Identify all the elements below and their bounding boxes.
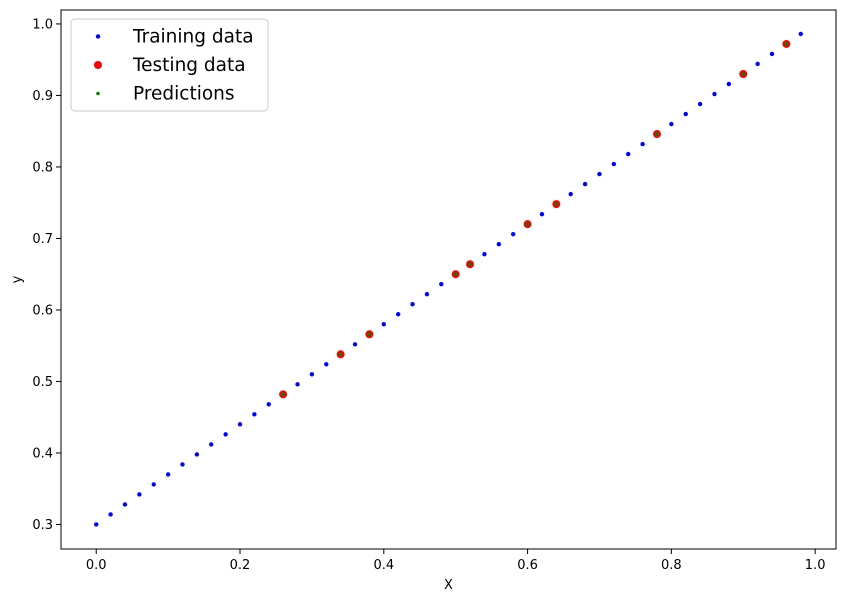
x-tick-label: 0.4 [373, 558, 394, 573]
training-data-point [395, 312, 401, 317]
y-tick-label: 0.9 [32, 89, 53, 104]
predictions-point [338, 352, 343, 357]
y-tick-label: 0.3 [32, 518, 53, 533]
y-tick-label: 0.4 [32, 446, 53, 461]
x-tick-label: 0.8 [661, 558, 682, 573]
training-data-point [151, 482, 156, 487]
training-data-point [582, 181, 588, 187]
training-data-point [511, 231, 516, 237]
training-data-point [669, 121, 674, 127]
training-data-point [309, 372, 315, 377]
training-data-point [194, 452, 200, 457]
y-tick-label: 0.6 [32, 303, 53, 318]
legend-label-testing: Testing data [132, 55, 246, 76]
training-data-point [252, 412, 257, 417]
training-data-point [769, 51, 775, 57]
training-data-point [237, 422, 243, 427]
x-tick-label: 1.0 [805, 558, 826, 573]
training-data-point [410, 302, 415, 307]
training-data-point [482, 251, 487, 257]
training-data-point [424, 292, 430, 297]
training-data-point [640, 141, 645, 147]
x-axis-label: X [444, 578, 453, 593]
training-data-point [611, 161, 617, 167]
y-tick-label: 1.0 [32, 17, 53, 32]
legend-box [70, 18, 269, 112]
predictions-point [655, 132, 659, 136]
predictions-point [741, 72, 746, 76]
training-data-point [381, 322, 386, 327]
predictions-point [281, 392, 285, 397]
training-data-point [439, 282, 444, 287]
y-tick-label: 0.8 [32, 160, 53, 175]
training-data-point [209, 442, 214, 447]
legend-marker-predictions [96, 91, 100, 96]
x-axis-ticks: 0.0 0.2 0.4 0.6 0.8 1.0 [86, 549, 826, 573]
legend-marker-training [95, 34, 101, 39]
predictions-point [468, 262, 472, 266]
predictions-point [525, 222, 530, 226]
training-data-point [165, 472, 171, 477]
predictions-point [453, 272, 458, 277]
training-data-point [295, 382, 300, 387]
training-data-point [626, 151, 631, 157]
x-tick-label: 0.0 [86, 558, 107, 573]
axes-frame [60, 9, 837, 550]
training-data-point [137, 492, 142, 497]
training-data-point [597, 171, 602, 177]
legend-marker-testing [94, 61, 102, 69]
training-data-point [798, 31, 803, 37]
training-data-point [712, 91, 717, 97]
training-data-point [122, 502, 128, 507]
training-data-point [94, 522, 99, 527]
training-data-point [266, 402, 271, 407]
training-data-point [697, 101, 703, 107]
y-axis-ticks: 0.3 0.4 0.5 0.6 0.7 0.8 0.9 1.0 [32, 17, 61, 533]
predictions-point [367, 332, 372, 337]
y-tick-label: 0.5 [32, 375, 53, 390]
training-data-point [352, 342, 358, 347]
x-tick-label: 0.2 [230, 558, 251, 573]
predictions-point [784, 42, 789, 46]
training-data-point [496, 241, 502, 247]
training-data-point [324, 362, 329, 367]
training-data-point [108, 512, 113, 517]
plot-area [94, 31, 803, 527]
training-data-point [539, 211, 545, 217]
training-data-point [683, 111, 688, 117]
training-data-point [568, 191, 573, 197]
training-data-point [755, 61, 760, 67]
legend-label-predictions: Predictions [133, 84, 235, 105]
predictions-point [554, 202, 559, 206]
legend-label-training: Training data [132, 27, 254, 48]
training-data-point [726, 81, 732, 87]
y-axis-label: y [10, 275, 25, 283]
legend: Training data Testing data Predictions [70, 18, 269, 112]
training-data-point [223, 432, 228, 437]
training-data-point [180, 462, 185, 467]
y-tick-label: 0.7 [32, 232, 53, 247]
x-tick-label: 0.6 [517, 558, 538, 573]
